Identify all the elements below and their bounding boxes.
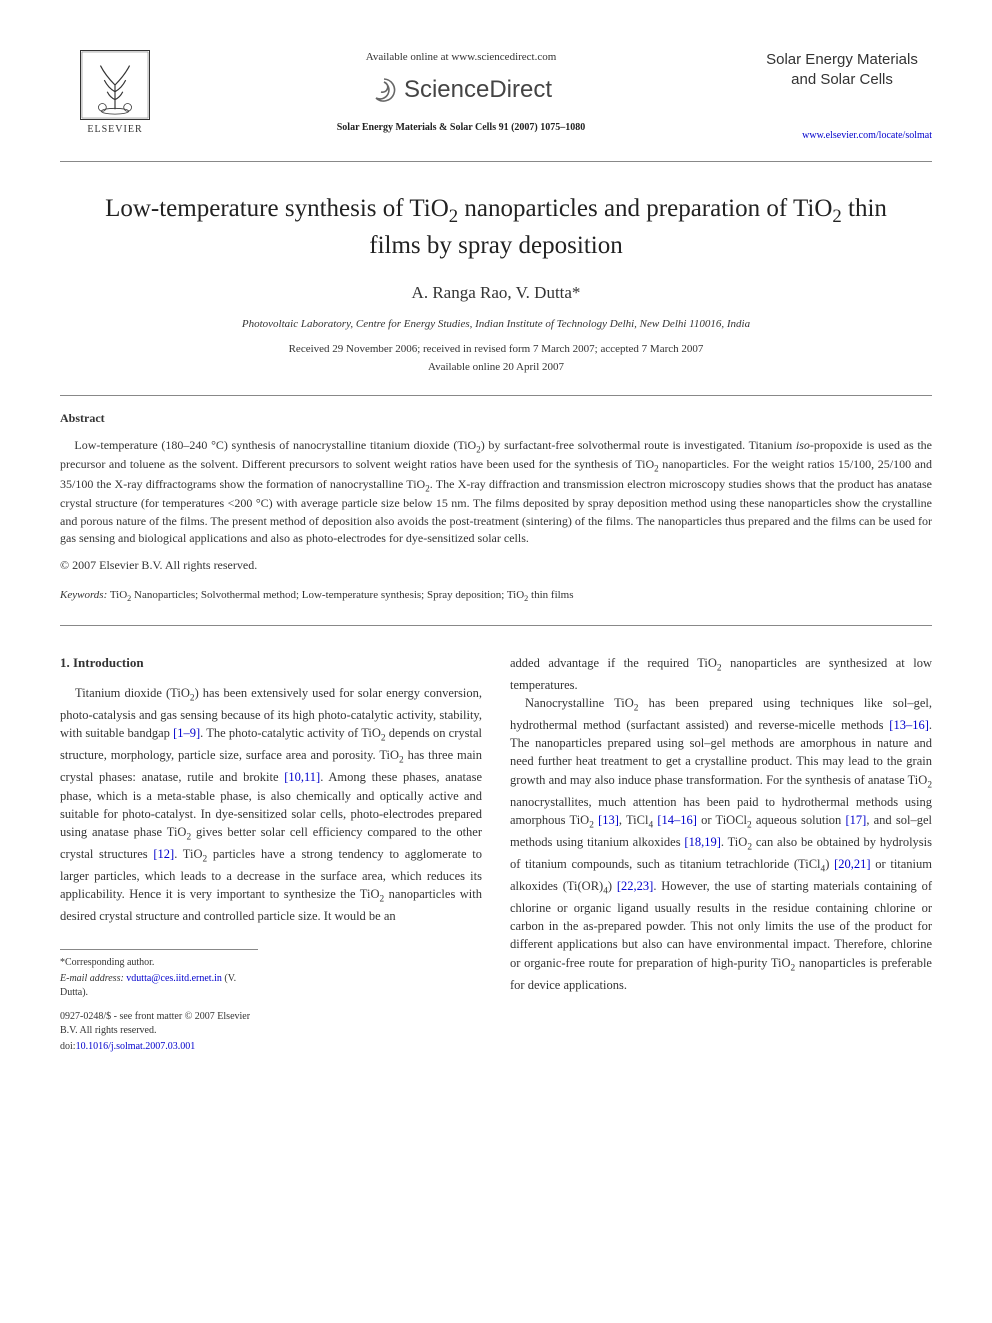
available-online-text: Available online at www.sciencedirect.co… <box>190 50 732 65</box>
online-date: Available online 20 April 2007 <box>60 360 932 375</box>
ref-link-18-19[interactable]: [18,19] <box>684 835 720 849</box>
section-1-heading: 1. Introduction <box>60 654 482 672</box>
title-part2: nanoparticles and preparation of TiO <box>458 195 832 222</box>
issn-line: 0927-0248/$ - see front matter © 2007 El… <box>60 1010 258 1038</box>
journal-reference: Solar Energy Materials & Solar Cells 91 … <box>190 121 732 135</box>
intro-paragraph-2: Nanocrystalline TiO2 has been prepared u… <box>510 694 932 994</box>
authors: A. Ranga Rao, V. Dutta* <box>60 281 932 305</box>
received-dates: Received 29 November 2006; received in r… <box>60 342 932 357</box>
title-part1: Low-temperature synthesis of TiO <box>105 195 449 222</box>
ref-link-13-16[interactable]: [13–16] <box>889 718 929 732</box>
keywords: Keywords: TiO2 Nanoparticles; Solvotherm… <box>60 588 932 605</box>
email-label: E-mail address: <box>60 973 124 984</box>
sciencedirect-text: ScienceDirect <box>404 73 552 107</box>
column-left: 1. Introduction Titanium dioxide (TiO2) … <box>60 654 482 1057</box>
ref-link-14-16[interactable]: [14–16] <box>657 813 697 827</box>
abstract-heading: Abstract <box>60 410 932 427</box>
intro-paragraph-1: Titanium dioxide (TiO2) has been extensi… <box>60 684 482 925</box>
sciencedirect-logo: ScienceDirect <box>190 73 732 107</box>
footnotes: *Corresponding author. E-mail address: v… <box>60 949 258 1054</box>
email-line: E-mail address: vdutta@ces.iitd.ernet.in… <box>60 972 258 1000</box>
affiliation: Photovoltaic Laboratory, Centre for Ener… <box>60 317 932 332</box>
intro-paragraph-1-cont: added advantage if the required TiO2 nan… <box>510 654 932 694</box>
journal-name-line1: Solar Energy Materials <box>766 51 918 68</box>
header-center: Available online at www.sciencedirect.co… <box>170 50 752 135</box>
header-right: Solar Energy Materials and Solar Cells w… <box>752 50 932 143</box>
doi-link[interactable]: 10.1016/j.solmat.2007.03.001 <box>76 1041 196 1052</box>
corresponding-author: *Corresponding author. <box>60 956 258 970</box>
ref-link-13[interactable]: [13] <box>598 813 619 827</box>
article-title: Low-temperature synthesis of TiO2 nanopa… <box>100 192 892 263</box>
ref-link-1-9[interactable]: [1–9] <box>173 726 200 740</box>
ref-link-10-11[interactable]: [10,11] <box>284 770 320 784</box>
publisher-logo-block: ELSEVIER <box>60 50 170 137</box>
elsevier-label: ELSEVIER <box>87 123 142 137</box>
column-right: added advantage if the required TiO2 nan… <box>510 654 932 1057</box>
ref-link-20-21[interactable]: [20,21] <box>834 857 870 871</box>
elsevier-tree-icon <box>80 50 150 120</box>
ref-link-17[interactable]: [17] <box>846 813 867 827</box>
sciencedirect-swirl-icon <box>370 76 398 104</box>
article-header: ELSEVIER Available online at www.science… <box>60 50 932 162</box>
email-address[interactable]: vdutta@ces.iitd.ernet.in <box>124 973 222 984</box>
doi-line: doi:10.1016/j.solmat.2007.03.001 <box>60 1040 258 1054</box>
ref-link-12[interactable]: [12] <box>153 847 174 861</box>
ref-link-22-23[interactable]: [22,23] <box>617 879 653 893</box>
keywords-label: Keywords: <box>60 589 107 601</box>
divider-top <box>60 395 932 396</box>
copyright: © 2007 Elsevier B.V. All rights reserved… <box>60 557 932 574</box>
body-columns: 1. Introduction Titanium dioxide (TiO2) … <box>60 654 932 1057</box>
abstract-text: Low-temperature (180–240 °C) synthesis o… <box>60 437 932 547</box>
divider-bottom <box>60 625 932 626</box>
elsevier-logo: ELSEVIER <box>60 50 170 137</box>
journal-name-line2: and Solar Cells <box>791 71 893 88</box>
journal-locate-link[interactable]: www.elsevier.com/locate/solmat <box>752 129 932 143</box>
journal-name: Solar Energy Materials and Solar Cells <box>752 50 932 89</box>
